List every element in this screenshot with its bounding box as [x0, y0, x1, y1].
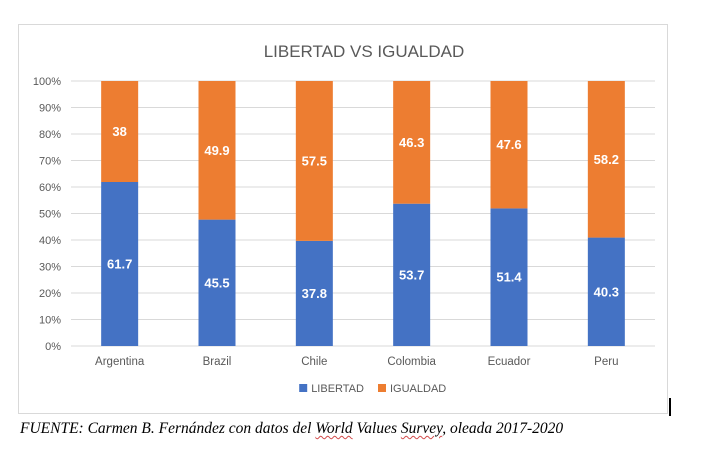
data-label: 49.9	[204, 143, 229, 158]
data-label: 40.3	[594, 284, 619, 299]
y-tick-label: 60%	[39, 182, 61, 194]
y-tick-label: 0%	[45, 341, 61, 353]
caption-prefix: FUENTE: Carmen B. Fernández con datos de…	[20, 420, 316, 437]
bar-igualdad-peru	[587, 81, 625, 238]
data-label: 38	[112, 124, 126, 139]
bar-libertad-ecuador	[490, 208, 528, 346]
data-label: 47.6	[496, 137, 521, 152]
y-tick-label: 50%	[39, 209, 61, 221]
y-tick-label: 100%	[33, 76, 61, 88]
legend-swatch-libertad	[299, 384, 308, 392]
y-tick-label: 80%	[39, 129, 61, 141]
caption-middle: Values	[352, 420, 401, 437]
bar-igualdad-chile	[295, 81, 333, 241]
y-tick-label: 40%	[39, 235, 61, 247]
data-label: 45.5	[204, 275, 229, 290]
source-caption: FUENTE: Carmen B. Fernández con datos de…	[20, 420, 563, 438]
x-tick-label: Brazil	[203, 356, 232, 368]
legend-label-igualdad: IGUALDAD	[390, 383, 446, 395]
x-tick-label: Peru	[594, 356, 618, 368]
chart-frame: LIBERTAD VS IGUALDAD 0% 10% 20% 30% 40% 50% 60%…	[18, 24, 668, 414]
bar-igualdad-colombia	[393, 81, 431, 204]
bar-igualdad-argentina	[101, 81, 139, 183]
bar-libertad-argentina	[101, 182, 139, 346]
data-label: 46.3	[399, 135, 424, 150]
x-tick-label: Chile	[301, 356, 327, 368]
data-label: 61.7	[107, 257, 132, 272]
data-label: 58.2	[594, 152, 619, 167]
y-tick-label: 70%	[39, 156, 61, 168]
data-label: 37.8	[302, 286, 327, 301]
bar-igualdad-ecuador	[490, 81, 528, 209]
x-tick-label: Colombia	[387, 356, 436, 368]
data-label: 57.5	[302, 153, 327, 168]
bar-igualdad-brazil	[198, 81, 236, 220]
data-label: 51.4	[496, 270, 522, 285]
y-tick-label: 30%	[39, 262, 61, 274]
legend-swatch-igualdad	[378, 384, 386, 392]
y-tick-label: 20%	[39, 288, 61, 300]
legend-label-libertad: LIBERTAD	[311, 383, 364, 395]
bar-libertad-brazil	[198, 219, 236, 346]
frame-edge-mark	[669, 398, 671, 416]
x-tick-label: Argentina	[95, 356, 145, 368]
caption-suffix: , oleada 2017-2020	[442, 420, 564, 437]
data-label: 53.7	[399, 267, 424, 282]
bar-libertad-peru	[587, 237, 625, 346]
y-tick-label: 90%	[39, 103, 61, 115]
x-tick-label: Ecuador	[488, 356, 531, 368]
bar-libertad-colombia	[393, 203, 431, 346]
caption-world: World	[315, 420, 353, 437]
bar-libertad-chile	[295, 240, 333, 346]
chart-title: LIBERTAD VS IGUALDAD	[264, 42, 465, 61]
caption-survey: Survey	[400, 420, 443, 437]
chart: LIBERTAD VS IGUALDAD 0% 10% 20% 30% 40% 50% 60%…	[33, 42, 655, 395]
y-tick-label: 10%	[39, 315, 61, 327]
